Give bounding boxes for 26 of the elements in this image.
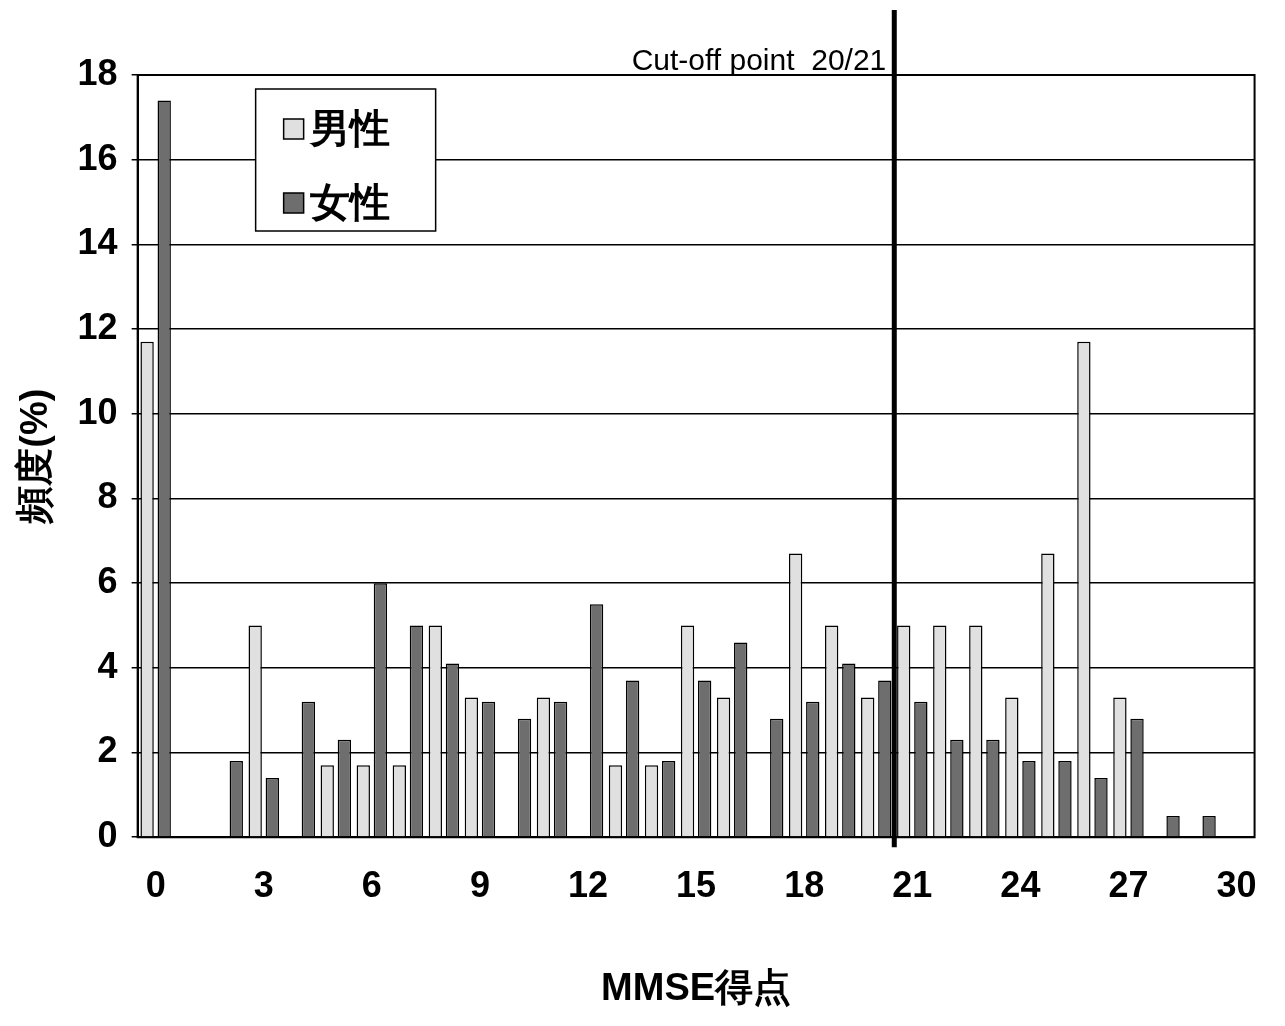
x-tick-label: 3 (253, 863, 274, 905)
y-tick-label: 8 (97, 475, 118, 517)
x-tick-label: 21 (892, 863, 933, 905)
x-tick-label: 0 (145, 863, 166, 905)
y-tick-label: 12 (77, 305, 118, 347)
y-tick-label: 2 (97, 729, 118, 771)
x-axis-title: MMSE得点 (601, 965, 792, 1008)
y-tick-label: 14 (77, 221, 118, 263)
x-tick-label: 6 (361, 863, 382, 905)
x-tick-label: 15 (676, 863, 717, 905)
y-tick-label: 18 (77, 51, 118, 93)
y-tick-label: 10 (77, 390, 118, 432)
x-tick-label: 24 (1000, 863, 1041, 905)
x-tick-label: 27 (1108, 863, 1149, 905)
x-tick-label: 30 (1216, 863, 1257, 905)
legend-label: 男性 (308, 106, 390, 151)
y-tick-label: 6 (97, 560, 118, 602)
ref-line-label: Cut-off point 20/21 (631, 43, 887, 77)
y-tick-label: 4 (97, 644, 118, 686)
y-tick-label: 0 (97, 814, 118, 856)
legend-label: 女性 (309, 180, 390, 225)
x-tick-label: 18 (784, 863, 825, 905)
x-tick-label: 12 (567, 863, 609, 905)
y-axis-title: 頻度(%) (13, 388, 56, 525)
x-tick-label: 9 (469, 863, 490, 905)
y-tick-label: 16 (77, 136, 118, 178)
